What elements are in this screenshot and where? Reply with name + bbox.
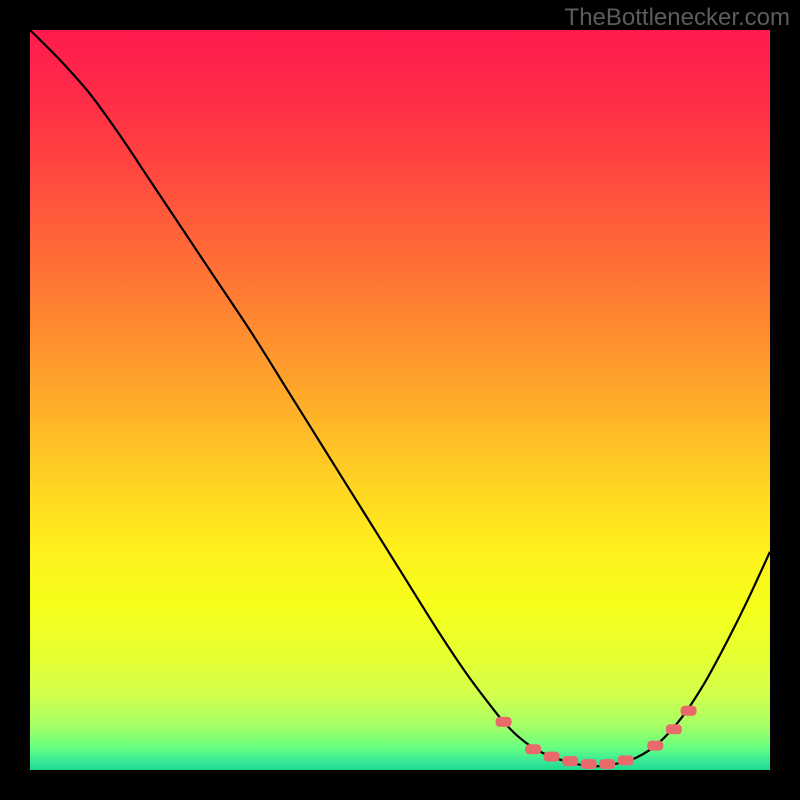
curve-marker <box>647 741 663 751</box>
curve-markers <box>496 706 697 769</box>
curve-marker <box>544 752 560 762</box>
curve-marker <box>618 755 634 765</box>
curve-marker <box>581 759 597 769</box>
curve-marker <box>599 759 615 769</box>
curve-marker <box>496 717 512 727</box>
curve-marker <box>681 706 697 716</box>
curve-line <box>30 30 770 766</box>
watermark-text: TheBottlenecker.com <box>565 4 790 32</box>
chart-frame: TheBottlenecker.com <box>0 0 800 800</box>
curve-marker <box>525 744 541 754</box>
curve-marker <box>562 756 578 766</box>
curve-marker <box>666 724 682 734</box>
plot-area <box>30 30 770 770</box>
bottleneck-curve <box>30 30 770 770</box>
